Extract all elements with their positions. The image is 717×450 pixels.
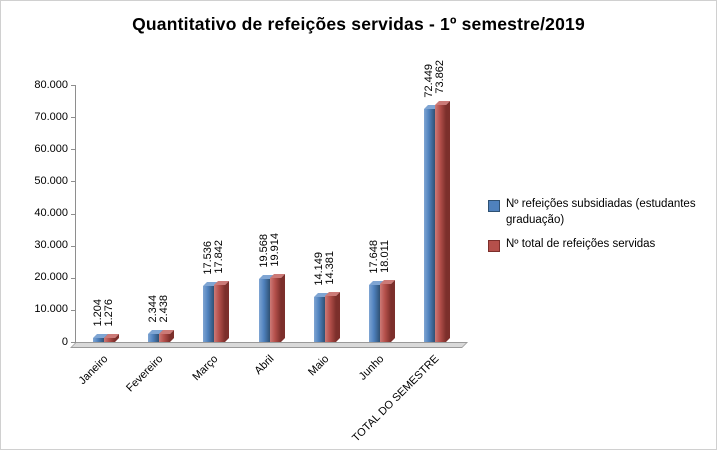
x-axis-category-label: Março	[190, 353, 221, 384]
bar-side-face	[281, 274, 285, 342]
y-axis-tick-label: 10.000	[34, 303, 68, 316]
bar-value-label: 18.011	[379, 240, 391, 273]
chart-title: Quantitativo de refeições servidas - 1º …	[132, 14, 585, 34]
bar-subsidiadas	[203, 282, 218, 342]
bar-value-label: 73.862	[434, 60, 446, 94]
y-axis-tick-mark	[71, 342, 76, 343]
y-axis-tick-mark	[71, 245, 76, 247]
bar-side-face	[391, 280, 395, 342]
bar-total	[325, 292, 340, 342]
y-axis-tick-mark	[71, 85, 76, 86]
y-axis-tick-label: 50.000	[34, 174, 68, 187]
bar-subsidiadas	[424, 105, 439, 342]
bar-total	[270, 274, 285, 342]
y-axis-tick-mark	[71, 213, 76, 215]
bar-total	[159, 330, 174, 342]
y-axis-tick-label: 80.000	[34, 78, 68, 91]
bar-total	[435, 101, 450, 342]
legend-item-subsidiadas: Nº refeições subsidiadas (estudantes gra…	[488, 197, 712, 228]
y-axis-tick-label: 70.000	[34, 110, 68, 123]
legend: Nº refeições subsidiadas (estudantes gra…	[488, 197, 712, 262]
bar-value-label: 19.914	[269, 233, 281, 267]
legend-swatch-blue	[488, 200, 500, 212]
x-axis-category-label: Janeiro	[76, 353, 111, 387]
bar-value-label: 17.842	[213, 240, 225, 274]
bar-side-face	[225, 281, 229, 342]
y-axis-tick-mark	[71, 181, 76, 183]
bar-total	[380, 280, 395, 342]
y-axis-tick-label: 60.000	[34, 142, 68, 155]
bar-value-label: 14.381	[324, 251, 336, 285]
x-axis-category-label: Abril	[251, 353, 276, 378]
bar-total	[214, 281, 229, 342]
y-axis-tick-mark	[71, 149, 76, 151]
y-axis-tick-mark	[71, 117, 76, 119]
x-axis-category-label: Fevereiro	[124, 353, 166, 395]
x-axis-category-label: Junho	[356, 353, 387, 383]
y-axis-tick-label: 0	[61, 335, 68, 348]
bar-side-face	[336, 292, 340, 342]
y-axis-tick-mark	[71, 277, 76, 279]
bar-subsidiadas	[369, 281, 384, 342]
y-axis-tick-label: 20.000	[34, 271, 68, 284]
legend-label-total: Nº total de refeições servidas	[506, 238, 656, 251]
x-axis-category-label: Maio	[305, 353, 332, 379]
bar-side-face	[170, 330, 174, 342]
bar-subsidiadas	[93, 334, 108, 342]
bar-total	[104, 334, 119, 342]
chart-floor	[70, 342, 468, 348]
legend-label-subsidiadas: Nº refeições subsidiadas (estudantes gra…	[506, 198, 696, 226]
bar-subsidiadas	[314, 293, 329, 342]
legend-swatch-red	[488, 240, 500, 253]
y-axis-tick-mark	[71, 309, 76, 311]
legend-item-total: Nº total de refeições servidas	[488, 237, 712, 253]
y-axis-tick-label: 30.000	[34, 239, 68, 252]
bar-subsidiadas	[148, 330, 163, 342]
bar-side-face	[446, 101, 450, 342]
bar-value-label: 2.438	[158, 295, 170, 323]
x-axis-category-label: TOTAL DO SEMESTRE	[350, 353, 442, 445]
bar-subsidiadas	[259, 275, 274, 342]
bar-value-label: 1.276	[103, 299, 115, 327]
y-axis-tick-label: 40.000	[34, 207, 68, 219]
